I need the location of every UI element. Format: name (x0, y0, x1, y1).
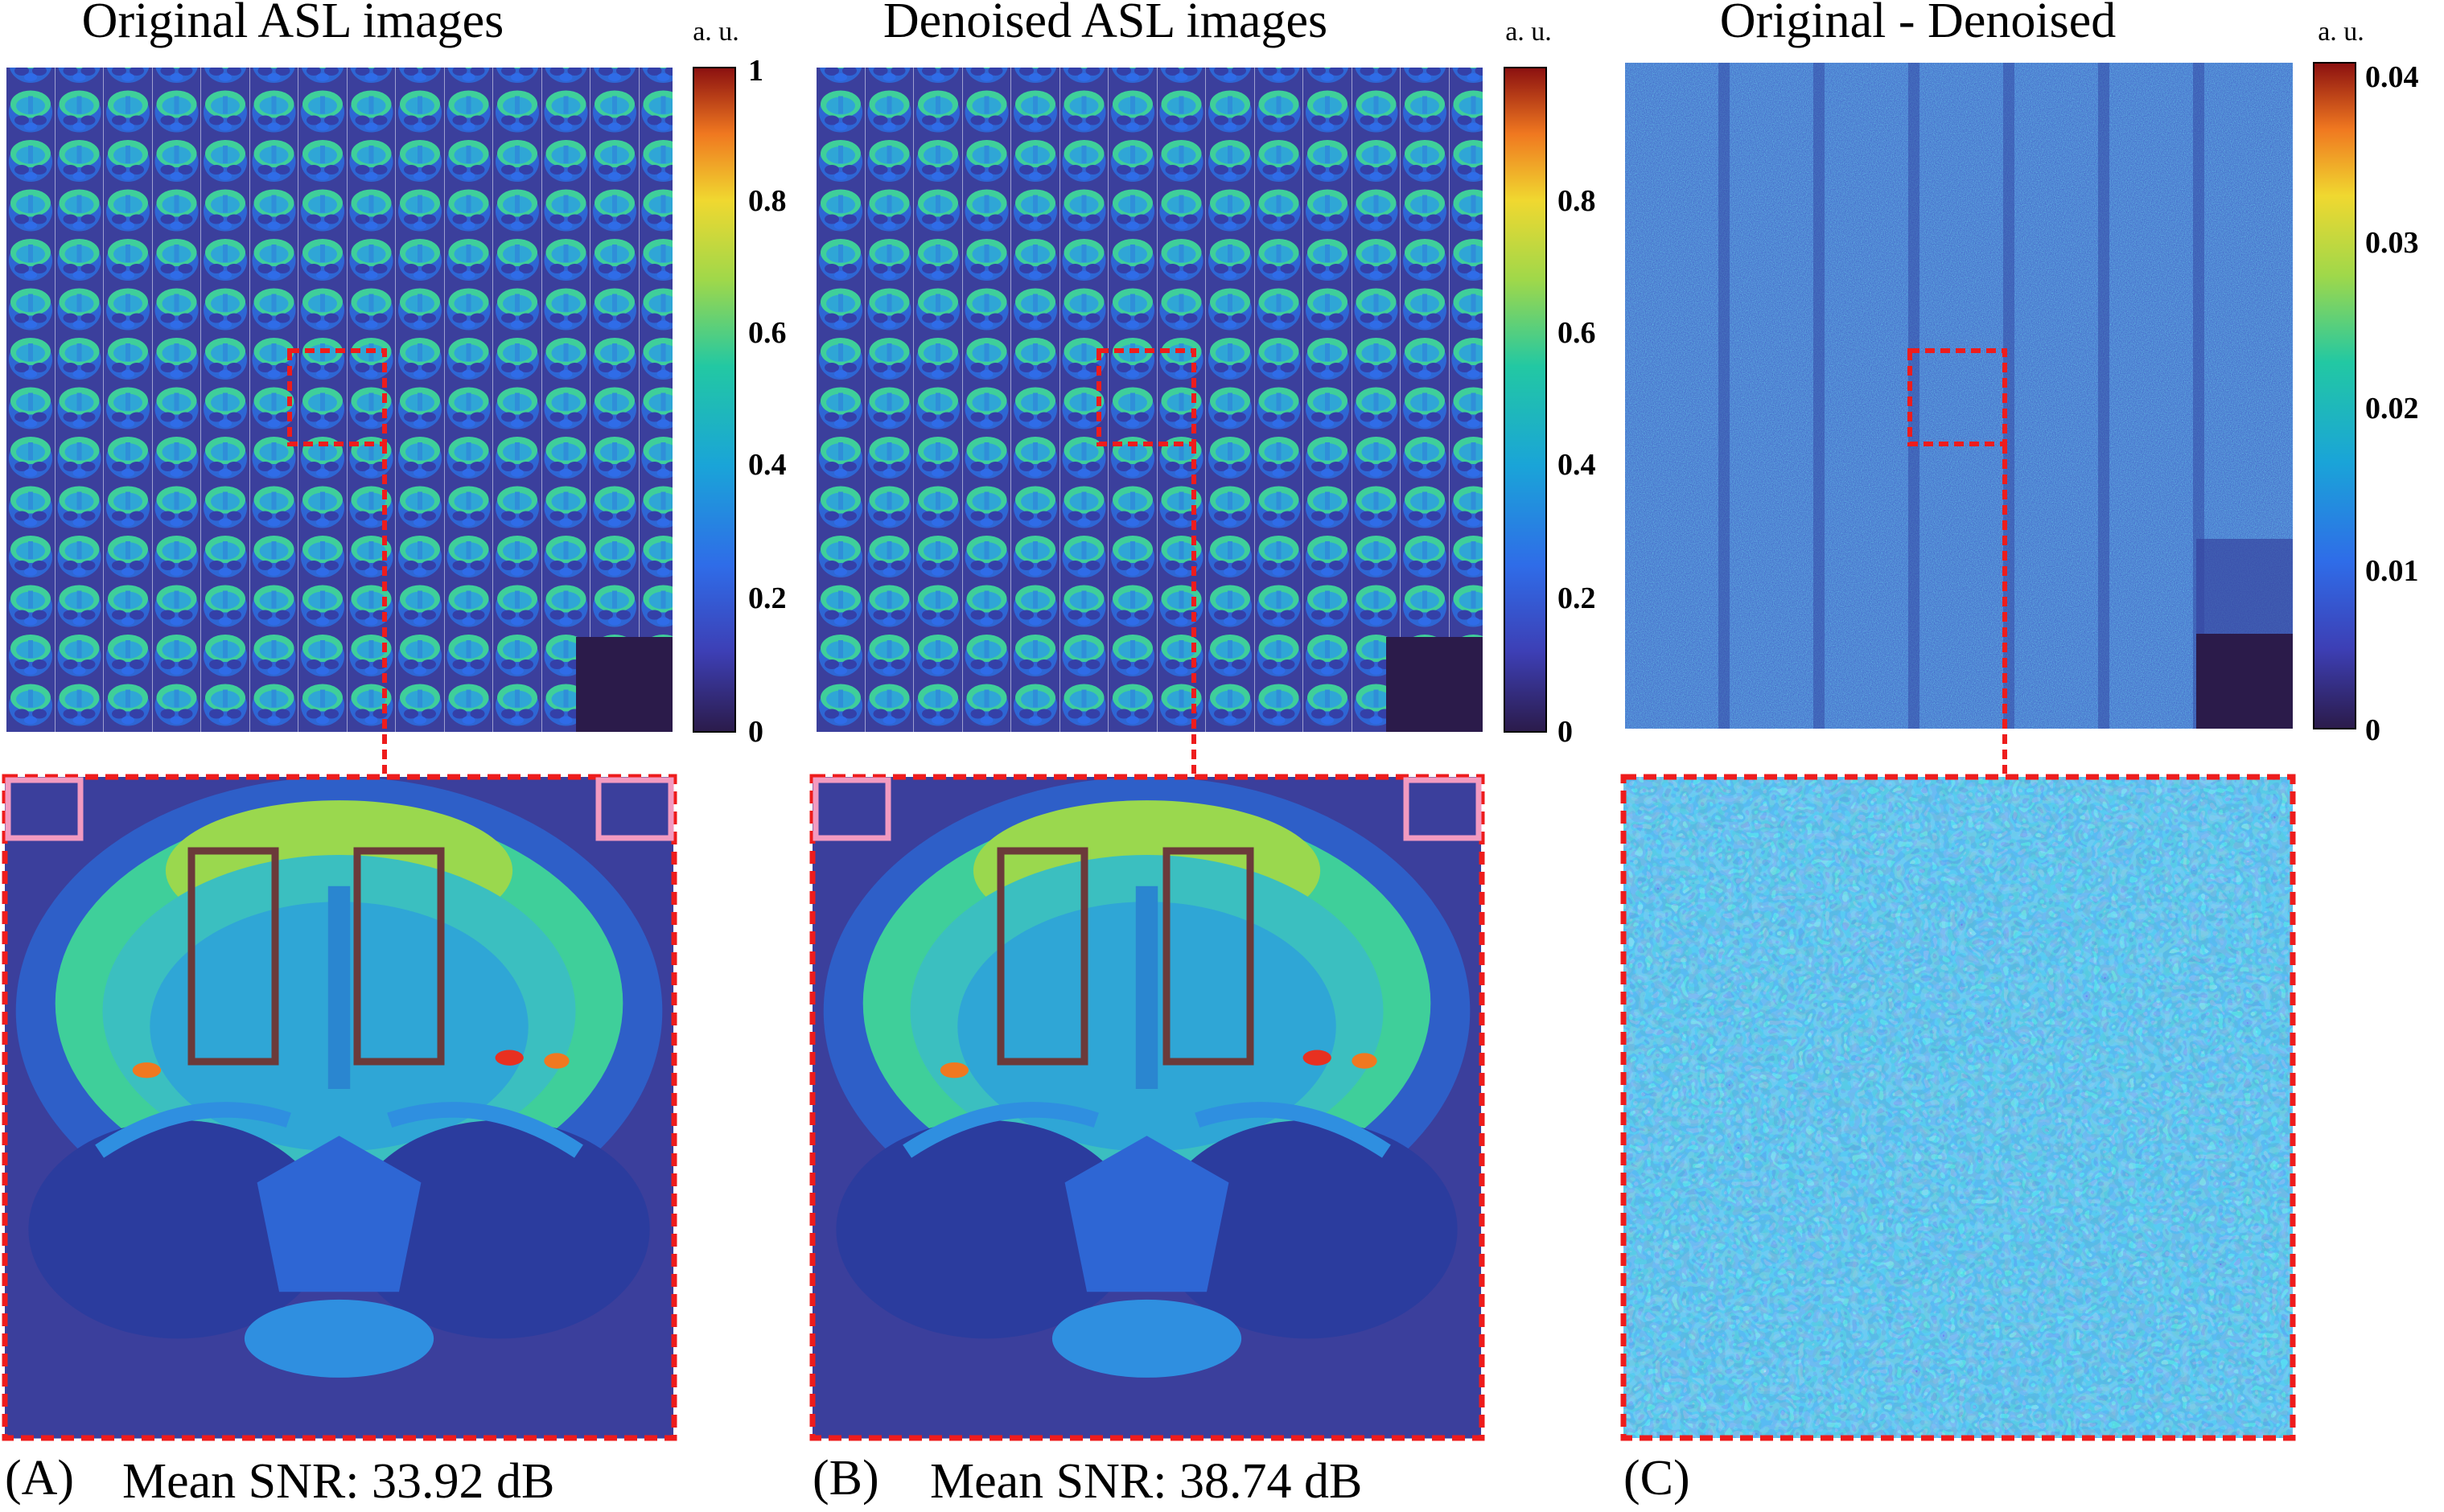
panel-b-label: (B) (813, 1451, 879, 1506)
panel-c-label: (C) (1623, 1451, 1690, 1506)
noise-roi (595, 777, 674, 841)
panel-c: Original - Denoised a. u. 0.04 0.03 0.02… (1620, 0, 2419, 1506)
tick: 0 (1557, 715, 1573, 749)
panel-a-snr: Mean SNR: 33.92 dB (122, 1454, 554, 1509)
tick: 0.02 (2365, 392, 2419, 425)
panel-c-title: Original - Denoised (1720, 0, 2116, 48)
zoom-frame (2, 774, 677, 1441)
tick: 0.04 (2365, 60, 2419, 94)
empty-tile (1386, 637, 1483, 732)
panel-a-title: Original ASL images (82, 0, 504, 48)
panel-a-unit: a. u. (693, 17, 739, 47)
tick: 0.8 (1557, 184, 1596, 218)
zoom-frame (809, 774, 1485, 1441)
brain-roi (1162, 847, 1254, 1066)
tick: 0.2 (748, 581, 787, 615)
brain-roi (187, 847, 279, 1066)
panel-c-unit: a. u. (2318, 17, 2364, 47)
zoom-indicator (1907, 348, 2007, 446)
zoom-indicator (1097, 348, 1196, 446)
panel-c-colorbar: 0.04 0.03 0.02 0.01 0 (2313, 60, 2419, 747)
panel-b-unit: a. u. (1505, 17, 1552, 47)
panel-a-montage (6, 68, 673, 732)
tick: 0.8 (748, 184, 787, 218)
panel-b-montage (817, 68, 1483, 732)
tick: 0.2 (1557, 581, 1596, 615)
noise-roi (5, 777, 84, 841)
tick: 0.6 (748, 316, 787, 350)
panel-b-zoom (813, 777, 1481, 1439)
panel-a: Original ASL images a. u. 1 0.8 0.6 0.4 … (5, 0, 787, 1509)
zoom-indicator (287, 348, 387, 446)
panel-a-zoom (5, 777, 673, 1439)
noise-roi (813, 777, 891, 841)
tick: 1 (748, 54, 763, 88)
zoom-frame (1620, 774, 2296, 1441)
panel-b: Denoised ASL images a. u. 0.8 0.6 0.4 0.… (813, 0, 1596, 1509)
panel-c-difference-map (1625, 63, 2293, 729)
tick: 0.4 (1557, 448, 1596, 482)
panel-b-colorbar: 0.8 0.6 0.4 0.2 0 (1504, 67, 1596, 749)
brain-roi (353, 847, 445, 1066)
panel-a-label: (A) (5, 1451, 74, 1506)
tick: 0.6 (1557, 316, 1596, 350)
empty-tile (576, 637, 673, 732)
panel-a-colorbar: 1 0.8 0.6 0.4 0.2 0 (693, 54, 787, 749)
brain-roi (997, 847, 1088, 1066)
tick: 0 (748, 715, 763, 749)
tick: 0.03 (2365, 226, 2419, 260)
panel-c-zoom (1623, 777, 2293, 1438)
tick: 0 (2365, 713, 2380, 747)
tick: 0.4 (748, 448, 787, 482)
panel-b-snr: Mean SNR: 38.74 dB (930, 1454, 1362, 1509)
empty-tile (2196, 634, 2293, 729)
tick: 0.01 (2365, 554, 2419, 588)
noise-roi (1403, 777, 1482, 841)
panel-b-title: Denoised ASL images (883, 0, 1327, 48)
